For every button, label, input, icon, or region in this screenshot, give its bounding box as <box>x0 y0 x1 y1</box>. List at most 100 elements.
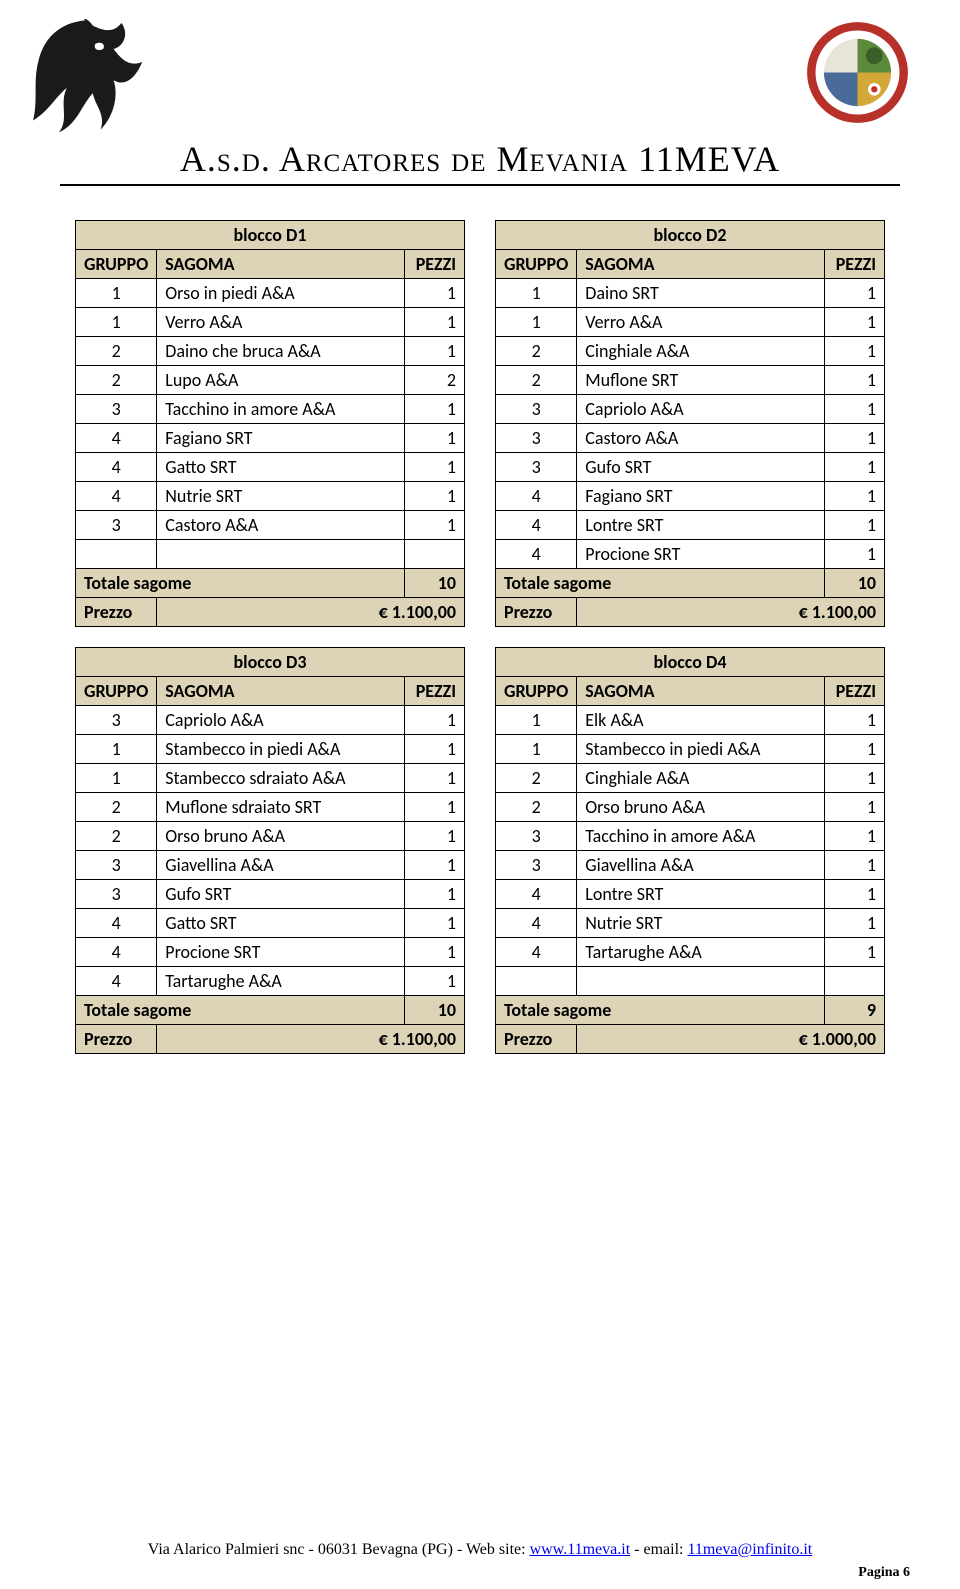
data-table: blocco D3GRUPPOSAGOMAPEZZI3Capriolo A&A1… <box>75 647 465 1054</box>
cell-gruppo: 3 <box>496 424 577 453</box>
cell-pezzi: 1 <box>825 511 885 540</box>
total-value: 10 <box>825 569 885 598</box>
cell-pezzi: 1 <box>405 938 465 967</box>
table-row: 4Nutrie SRT1 <box>496 909 885 938</box>
table-row: 3Giavellina A&A1 <box>496 851 885 880</box>
table-block: blocco D2GRUPPOSAGOMAPEZZI1Daino SRT11Ve… <box>495 220 885 627</box>
table-row: 2Cinghiale A&A1 <box>496 764 885 793</box>
table-block: blocco D1GRUPPOSAGOMAPEZZI1Orso in piedi… <box>75 220 465 627</box>
table-block: blocco D4GRUPPOSAGOMAPEZZI1Elk A&A11Stam… <box>495 647 885 1054</box>
cell-sagoma: Lupo A&A <box>157 366 405 395</box>
price-value: € 1.100,00 <box>577 598 885 627</box>
price-label: Prezzo <box>496 598 577 627</box>
cell-sagoma: Orso bruno A&A <box>577 793 825 822</box>
cell-sagoma: Gatto SRT <box>157 453 405 482</box>
cell-pezzi: 1 <box>405 909 465 938</box>
cell-pezzi: 1 <box>405 851 465 880</box>
table-row: 2Orso bruno A&A1 <box>496 793 885 822</box>
cell-gruppo: 3 <box>76 880 157 909</box>
cell-pezzi: 1 <box>825 308 885 337</box>
federation-badge-icon <box>805 20 910 125</box>
cell-gruppo: 1 <box>76 764 157 793</box>
cell-gruppo: 4 <box>496 938 577 967</box>
total-row: Totale sagome10 <box>76 996 465 1025</box>
cell-pezzi: 1 <box>405 706 465 735</box>
cell-gruppo: 3 <box>76 851 157 880</box>
price-label: Prezzo <box>76 598 157 627</box>
cell-gruppo: 4 <box>496 482 577 511</box>
cell-gruppo: 4 <box>496 880 577 909</box>
data-table: blocco D1GRUPPOSAGOMAPEZZI1Orso in piedi… <box>75 220 465 627</box>
cell-gruppo: 4 <box>76 482 157 511</box>
table-row: 3Castoro A&A1 <box>76 511 465 540</box>
page-number: Pagina 6 <box>858 1565 910 1581</box>
cell-sagoma: Daino che bruca A&A <box>157 337 405 366</box>
cell-gruppo: 4 <box>76 909 157 938</box>
column-header: GRUPPO <box>76 250 157 279</box>
empty-cell <box>157 540 405 569</box>
cell-sagoma: Stambecco in piedi A&A <box>577 735 825 764</box>
cell-gruppo: 2 <box>496 793 577 822</box>
cell-gruppo: 1 <box>76 279 157 308</box>
cell-pezzi: 1 <box>825 482 885 511</box>
table-row: 1Stambecco sdraiato A&A1 <box>76 764 465 793</box>
cell-gruppo: 3 <box>76 511 157 540</box>
cell-pezzi: 1 <box>405 482 465 511</box>
cell-gruppo: 2 <box>76 337 157 366</box>
cell-gruppo: 4 <box>76 967 157 996</box>
table-row: 3Castoro A&A1 <box>496 424 885 453</box>
cell-sagoma: Procione SRT <box>157 938 405 967</box>
table-row: 4Procione SRT1 <box>76 938 465 967</box>
cell-gruppo: 2 <box>76 793 157 822</box>
table-row: 2Muflone SRT1 <box>496 366 885 395</box>
table-row: 4Nutrie SRT1 <box>76 482 465 511</box>
cell-gruppo: 4 <box>76 424 157 453</box>
cell-pezzi: 1 <box>825 938 885 967</box>
column-header: SAGOMA <box>577 677 825 706</box>
cell-sagoma: Elk A&A <box>577 706 825 735</box>
cell-gruppo: 1 <box>76 735 157 764</box>
cell-gruppo: 2 <box>496 764 577 793</box>
price-value: € 1.100,00 <box>157 598 465 627</box>
table-row: 4Fagiano SRT1 <box>76 424 465 453</box>
footer-website-link[interactable]: www.11meva.it <box>530 1541 631 1558</box>
cell-sagoma: Nutrie SRT <box>157 482 405 511</box>
cell-gruppo: 3 <box>496 453 577 482</box>
cell-pezzi: 1 <box>825 706 885 735</box>
cell-pezzi: 1 <box>825 880 885 909</box>
footer-email-link[interactable]: 11meva@infinito.it <box>687 1541 812 1558</box>
table-row: 4Fagiano SRT1 <box>496 482 885 511</box>
table-row: 2Cinghiale A&A1 <box>496 337 885 366</box>
table-row: 4Lontre SRT1 <box>496 511 885 540</box>
cell-sagoma: Lontre SRT <box>577 511 825 540</box>
column-header: PEZZI <box>405 677 465 706</box>
table-row: 1Verro A&A1 <box>496 308 885 337</box>
empty-cell <box>405 540 465 569</box>
empty-row <box>496 967 885 996</box>
cell-pezzi: 1 <box>405 822 465 851</box>
table-row: 1Daino SRT1 <box>496 279 885 308</box>
price-row: Prezzo€ 1.000,00 <box>496 1025 885 1054</box>
total-row: Totale sagome10 <box>76 569 465 598</box>
table-row: 1Stambecco in piedi A&A1 <box>496 735 885 764</box>
cell-sagoma: Stambecco sdraiato A&A <box>157 764 405 793</box>
page-header: A.s.d. Arcatores de Mevania 11MEVA <box>0 0 960 200</box>
cell-gruppo: 3 <box>496 851 577 880</box>
table-row: 4Gatto SRT1 <box>76 909 465 938</box>
table-row: 4Tartarughe A&A1 <box>496 938 885 967</box>
table-row: 4Gatto SRT1 <box>76 453 465 482</box>
price-row: Prezzo€ 1.100,00 <box>76 598 465 627</box>
cell-sagoma: Giavellina A&A <box>157 851 405 880</box>
block-title: blocco D1 <box>76 221 465 250</box>
cell-pezzi: 1 <box>405 511 465 540</box>
cell-pezzi: 1 <box>405 967 465 996</box>
cell-pezzi: 1 <box>405 453 465 482</box>
table-row: 3Gufo SRT1 <box>76 880 465 909</box>
cell-gruppo: 2 <box>496 366 577 395</box>
cell-gruppo: 2 <box>76 822 157 851</box>
total-value: 10 <box>405 569 465 598</box>
cell-sagoma: Orso in piedi A&A <box>157 279 405 308</box>
table-row: 3Capriolo A&A1 <box>496 395 885 424</box>
cell-sagoma: Giavellina A&A <box>577 851 825 880</box>
table-row: 3Tacchino in amore A&A1 <box>76 395 465 424</box>
